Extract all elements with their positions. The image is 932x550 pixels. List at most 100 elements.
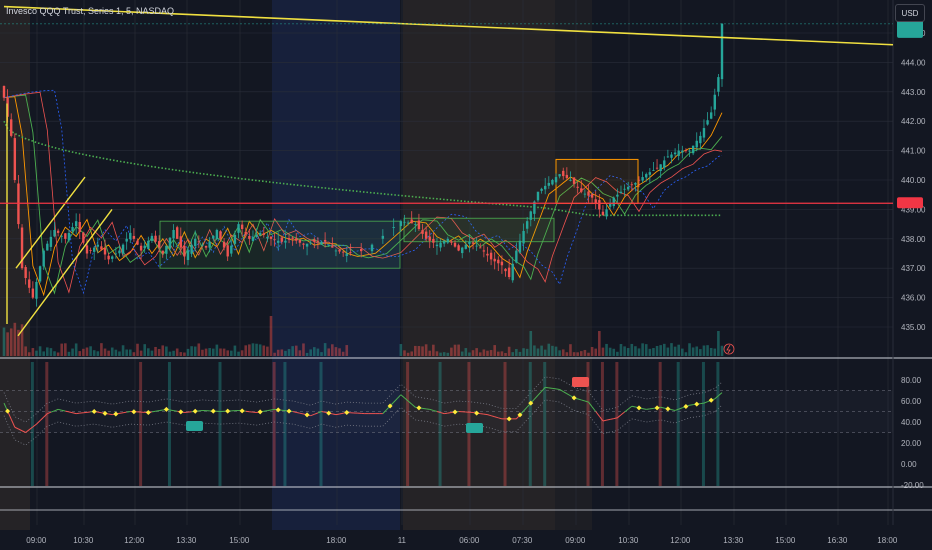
time-tick-label: 18:00 — [877, 536, 898, 545]
time-tick-label: 06:00 — [459, 536, 480, 545]
lightning-icon[interactable] — [723, 343, 735, 355]
candle — [630, 181, 633, 192]
volume-bar — [71, 348, 74, 356]
signal-bar — [503, 362, 507, 486]
osc-line-segment — [65, 410, 70, 413]
signal-bar — [218, 362, 222, 486]
candle — [522, 223, 525, 251]
osc-diamond-marker — [416, 405, 422, 411]
candle — [475, 237, 478, 251]
candle-body — [179, 236, 182, 248]
candle-body — [100, 246, 103, 250]
volume-bar — [309, 349, 312, 356]
channel-line[interactable] — [17, 208, 113, 337]
osc-line-segment — [317, 411, 322, 414]
candle-body — [183, 245, 186, 257]
volume-bar — [670, 343, 673, 356]
volume-bar — [168, 351, 172, 356]
osc-line-segment — [480, 413, 484, 415]
volume-bar — [64, 343, 67, 356]
candle — [172, 224, 175, 247]
volume-bar — [331, 344, 334, 356]
signal-bar — [283, 362, 287, 486]
volume-bar — [132, 352, 136, 356]
volume-bar — [251, 343, 255, 356]
osc-line-segment — [25, 429, 30, 433]
candle — [349, 243, 352, 256]
candle — [439, 238, 442, 252]
volume-bar — [222, 348, 226, 356]
trendline[interactable] — [3, 5, 894, 46]
candle — [103, 239, 107, 260]
candle-body — [107, 255, 110, 260]
candle-body — [334, 250, 338, 252]
signal-bar — [658, 362, 662, 486]
time-tick-label: 12:00 — [670, 536, 691, 545]
candle-body — [461, 247, 464, 254]
candle-body — [309, 242, 312, 244]
candle — [655, 159, 659, 170]
currency-button[interactable]: USD — [895, 4, 925, 22]
candle — [417, 213, 421, 231]
candle — [684, 148, 688, 153]
osc-line-segment — [270, 408, 275, 411]
candle — [547, 176, 551, 189]
osc-line-segment — [660, 406, 665, 409]
volume-bar — [280, 349, 284, 356]
volume-bar — [103, 348, 107, 356]
candle — [139, 242, 143, 260]
candle — [540, 187, 543, 194]
candle — [370, 243, 374, 255]
osc-line-segment — [14, 426, 19, 430]
candle-body — [212, 235, 215, 239]
volume-bar — [428, 350, 432, 356]
candle-body — [13, 138, 17, 180]
candle — [623, 184, 626, 197]
osc-line-segment — [444, 412, 448, 415]
candle-body — [103, 248, 107, 255]
candle — [251, 230, 255, 242]
volume-bar — [193, 346, 197, 356]
candle — [562, 167, 565, 180]
osc-diamond-marker — [694, 401, 700, 407]
candle-body — [507, 267, 511, 278]
candle-body — [251, 236, 255, 241]
candle-body — [345, 253, 348, 256]
bull-label-box — [466, 423, 483, 433]
osc-diamond-marker — [304, 412, 310, 418]
candle-body — [71, 227, 74, 232]
candle — [248, 229, 251, 245]
candle-body — [468, 241, 471, 244]
range-box — [159, 220, 401, 269]
volume-bar — [439, 352, 442, 356]
osc-line-segment — [498, 417, 503, 420]
osc-line-segment — [382, 409, 387, 414]
volume-bar — [118, 351, 121, 356]
volume-bar — [533, 345, 536, 356]
candle — [482, 244, 486, 258]
volume-bar — [85, 347, 89, 356]
candle — [608, 198, 612, 210]
candle — [598, 194, 601, 218]
volume-bar — [410, 351, 414, 356]
volume-bar — [341, 351, 345, 356]
channel-line[interactable] — [15, 176, 86, 269]
volume-bar — [219, 348, 222, 356]
candle — [38, 265, 42, 283]
candle — [428, 229, 431, 249]
candle-body — [515, 250, 518, 263]
candle — [663, 156, 666, 171]
osc-line-segment — [591, 406, 597, 412]
candle — [291, 236, 294, 246]
candle-body — [125, 238, 128, 242]
candle-body — [82, 232, 85, 243]
candle — [179, 227, 182, 256]
osc-line-segment — [393, 398, 398, 403]
volume-bar — [147, 348, 150, 356]
volume-bar — [316, 348, 320, 356]
candle-body — [435, 244, 439, 247]
volume-bar — [717, 331, 720, 356]
volume-bar — [291, 346, 294, 356]
candle-body — [641, 177, 644, 181]
